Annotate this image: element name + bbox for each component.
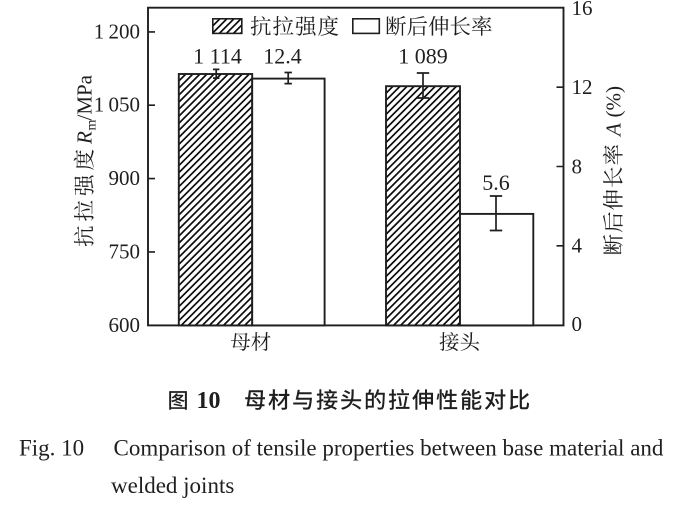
svg-text:m: m [85, 120, 100, 131]
svg-text:12: 12 [572, 75, 593, 99]
svg-text:1 089: 1 089 [398, 44, 448, 69]
svg-text:A: A [601, 123, 625, 138]
svg-text:16: 16 [572, 0, 593, 20]
svg-text:/MPa: /MPa [72, 74, 96, 120]
svg-text:8: 8 [572, 154, 583, 178]
svg-text:Fig. 10: Fig. 10 [19, 435, 84, 460]
svg-text:5.6: 5.6 [482, 170, 510, 195]
svg-text:600: 600 [109, 313, 141, 337]
svg-text:Comparison of tensile properti: Comparison of tensile properties between… [114, 435, 664, 460]
svg-text:(%): (%) [601, 86, 625, 117]
svg-text:R: R [72, 131, 96, 145]
svg-text:4: 4 [572, 234, 583, 258]
svg-text:1 114: 1 114 [193, 44, 242, 69]
svg-text:1 200: 1 200 [94, 19, 140, 43]
svg-text:750: 750 [109, 239, 141, 263]
svg-text:10: 10 [197, 388, 221, 414]
svg-text:12.4: 12.4 [263, 44, 302, 69]
svg-text:0: 0 [572, 312, 583, 336]
svg-text:900: 900 [109, 166, 141, 190]
svg-text:1 050: 1 050 [94, 93, 140, 117]
svg-text:welded joints: welded joints [111, 473, 234, 498]
